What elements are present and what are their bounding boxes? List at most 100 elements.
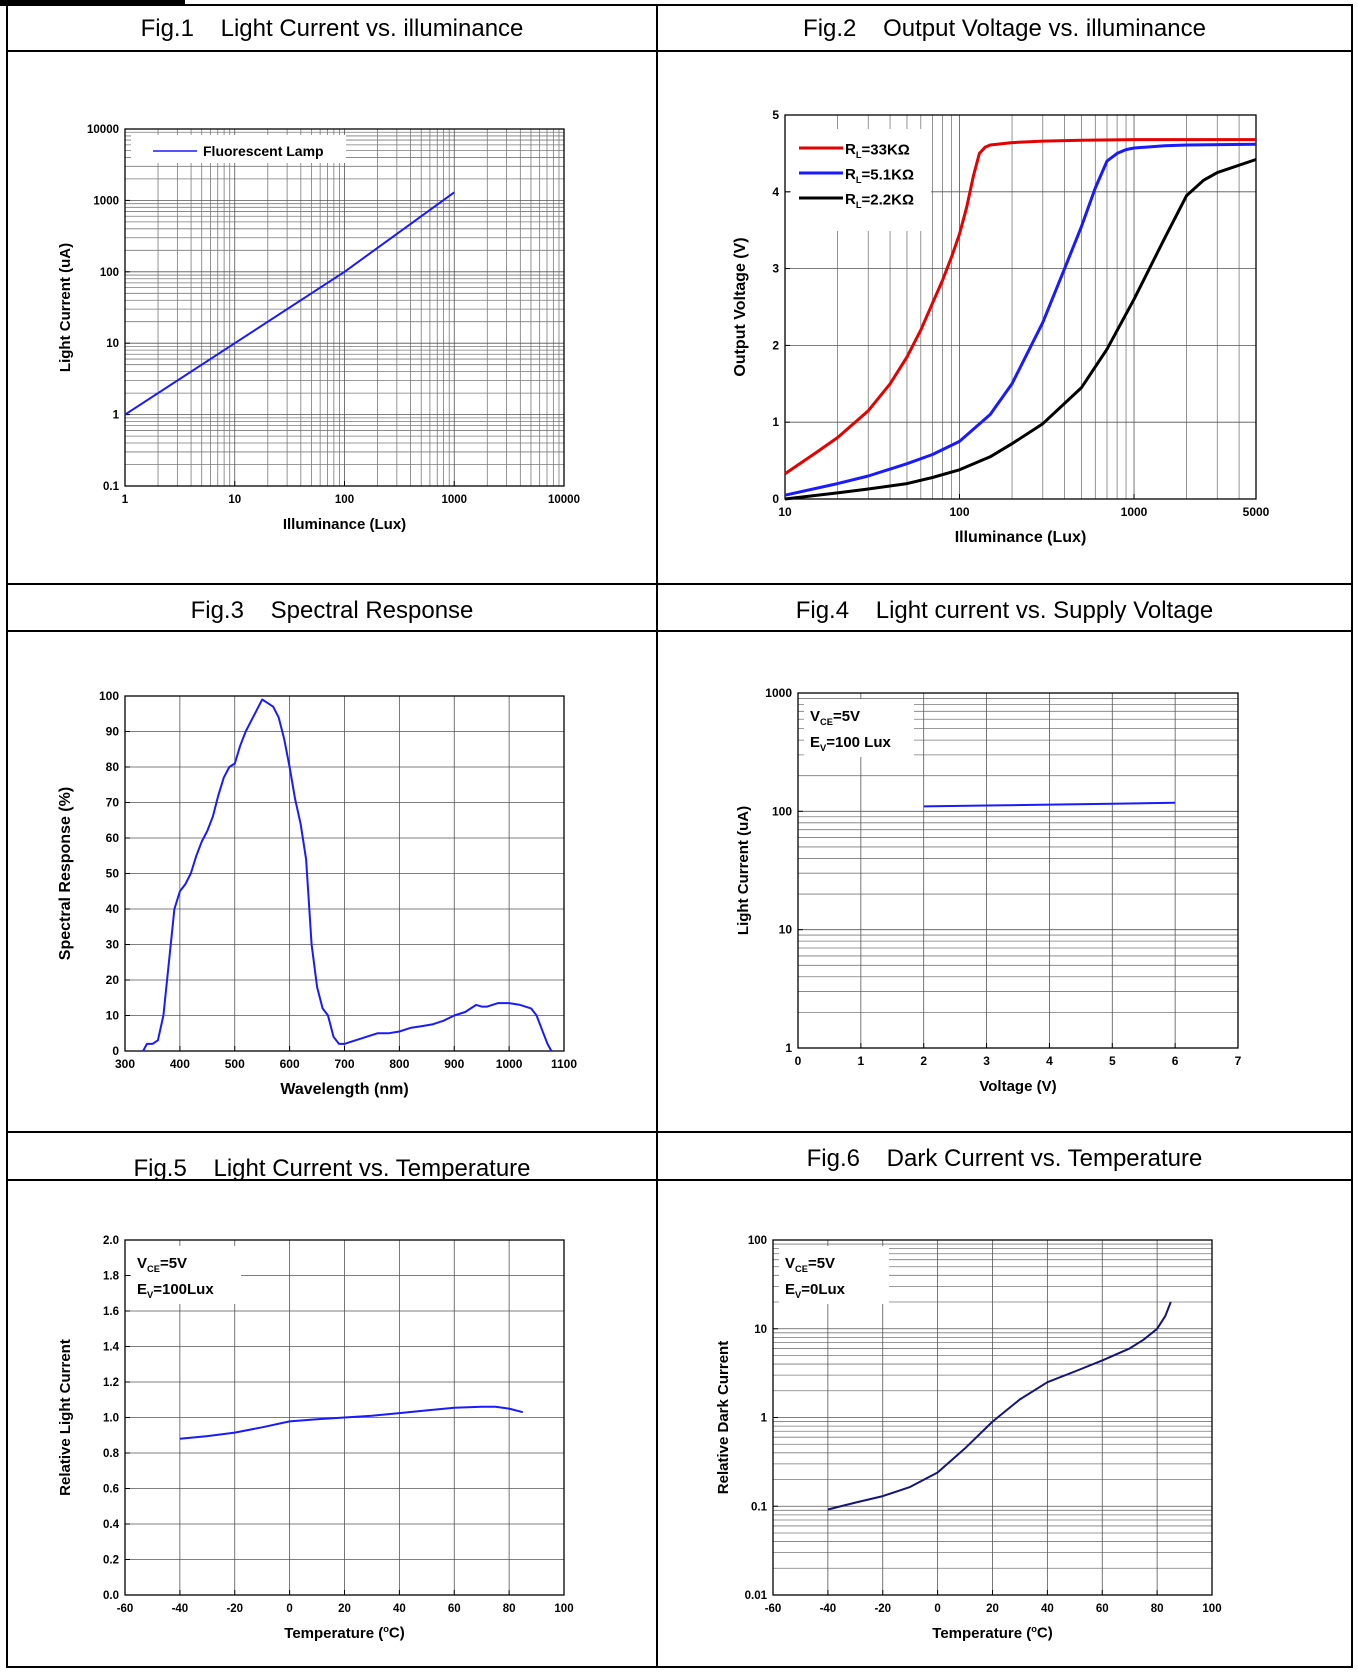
table-divider-4 [6, 1131, 1353, 1133]
fig2-y-tick-label: 0 [772, 492, 779, 506]
fig1-y-tick-label: 10000 [87, 124, 119, 136]
fig3-x-tick-label: 600 [280, 1057, 300, 1071]
fig3-y-tick-label: 0 [112, 1044, 119, 1058]
fig5-caption: Fig.5 Light Current vs. Temperature [133, 1155, 531, 1182]
fig3-x-tick-label: 1000 [496, 1057, 523, 1071]
fig1-y-tick-label: 0.1 [103, 481, 120, 493]
fig3-y-tick-label: 80 [106, 760, 120, 774]
fig5-y-tick-label: 0.6 [103, 1484, 119, 1496]
fig4-series-line [923, 801, 1176, 808]
fig6-x-tick-label: -20 [874, 1603, 891, 1615]
fig6-series-line [827, 1301, 1172, 1511]
fig1-chart: 1 10 100 1000 100000.1110100100010000Illumin… [57, 124, 580, 533]
fig4-y-tick-label: 1000 [765, 686, 792, 700]
fig5-x-tick-label: 80 [503, 1603, 516, 1615]
fig6-x-tick-label: 0 [934, 1603, 940, 1615]
fig2-legend-label: RL=2.2KΩ [845, 191, 914, 210]
fig3-x-tick-label: 1100 [551, 1057, 577, 1071]
fig6-annotation-bg [779, 1246, 889, 1304]
fig4-x-tick-label: 3 [983, 1054, 990, 1068]
fig5-x-tick-label: 100 [554, 1603, 573, 1615]
fig6-x-axis-label: Temperature (oC) [932, 1624, 1052, 1642]
fig5-y-tick-label: 1.6 [103, 1306, 119, 1318]
fig6-caption: Fig.6 Dark Current vs. Temperature [806, 1145, 1203, 1172]
fig4-y-tick-label: 100 [772, 804, 792, 818]
fig3-y-tick-label: 70 [106, 796, 120, 810]
fig6-y-axis-label: Relative Dark Current [715, 1341, 732, 1494]
fig3-x-tick-label: 500 [225, 1057, 245, 1071]
fig2-plot-frame [784, 114, 1257, 500]
table-divider-3 [6, 630, 1353, 632]
fig6-x-tick-label: 100 [1202, 1603, 1221, 1615]
fig1-x-tick-label: 1 [122, 494, 129, 506]
fig5-y-tick-label: 0.4 [103, 1519, 120, 1531]
fig4-x-tick-label: 4 [1046, 1054, 1053, 1068]
fig1-y-tick-label: 1000 [93, 195, 119, 207]
fig5-annotation-line: EV=100Lux [137, 1281, 214, 1300]
fig3-y-tick-label: 40 [106, 902, 120, 916]
fig5-y-tick-label: 0.0 [103, 1590, 119, 1602]
fig5-y-tick-label: 1.8 [103, 1271, 120, 1283]
fig6-annotation-line: EV=0Lux [785, 1281, 846, 1300]
fig3-x-tick-label: 700 [334, 1057, 354, 1071]
fig3-x-tick-label: 900 [444, 1057, 464, 1071]
fig2-x-tick-label: 100 [949, 505, 969, 519]
fig1-grid [124, 128, 565, 487]
fig1-y-axis-label: Light Current (uA) [57, 243, 74, 372]
fig2-y-tick-label: 2 [772, 338, 779, 352]
fig5-x-tick-label: 0 [286, 1603, 292, 1615]
fig3-y-tick-label: 30 [106, 938, 120, 952]
fig1-x-tick-label: 100 [335, 494, 354, 506]
table-divider-5 [6, 1179, 1353, 1181]
fig6-x-tick-label: 80 [1151, 1603, 1164, 1615]
fig1-y-tick-label: 100 [100, 267, 119, 279]
fig4-annotation-line: EV=100 Lux [810, 734, 891, 753]
fig3-series-line [142, 698, 553, 1052]
fig5-y-tick-label: 1.4 [103, 1342, 120, 1354]
fig4-y-tick-label: 10 [779, 923, 793, 937]
fig2-x-tick-label: 5000 [1243, 505, 1270, 519]
fig6-x-tick-label: -60 [765, 1603, 782, 1615]
fig4-annotation-bg [804, 699, 914, 757]
fig3-y-tick-label: 10 [106, 1009, 120, 1023]
fig1-legend-label: Fluorescent Lamp [203, 143, 324, 159]
fig5-y-tick-label: 2.0 [103, 1235, 119, 1247]
fig2-chart: 10 100 1000 5000 0 1 2 3 4 5 Illuminance (Lux) Outp… [732, 108, 1270, 546]
fig3-y-tick-label: 60 [106, 831, 120, 845]
fig2-caption: Fig.2 Output Voltage vs. illuminance [803, 15, 1206, 42]
fig1-series-line [124, 191, 455, 416]
fig6-y-tick-label: 0.1 [751, 1501, 768, 1513]
fig4-x-tick-label: 1 [858, 1054, 865, 1068]
fig5-x-tick-label: -60 [117, 1603, 134, 1615]
fig6-y-tick-label: 10 [754, 1324, 767, 1336]
fig5-y-tick-label: 1.2 [103, 1377, 119, 1389]
fig4-y-axis-label: Light Current (uA) [735, 806, 752, 935]
fig2-x-tick-label: 10 [778, 505, 792, 519]
fig5-y-tick-label: 0.2 [103, 1555, 119, 1567]
fig6-x-tick-label: 60 [1096, 1603, 1109, 1615]
fig4-plot-frame [797, 692, 1239, 1049]
fig3-x-tick-label: 400 [170, 1057, 190, 1071]
fig5-y-tick-label: 0.8 [103, 1448, 120, 1460]
fig6-annotation-line: VCE=5V [785, 1255, 835, 1274]
fig1-x-tick-label: 1000 [441, 494, 467, 506]
fig4-x-tick-label: 0 [795, 1054, 802, 1068]
fig5-x-tick-label: 60 [448, 1603, 461, 1615]
fig2-y-tick-label: 3 [772, 262, 779, 276]
fig2-x-axis-label: Illuminance (Lux) [955, 529, 1087, 546]
fig5-series-line [179, 1405, 524, 1440]
table-divider-2 [6, 583, 1353, 585]
fig2-legend-label: RL=33KΩ [845, 141, 910, 160]
fig4-annotation-line: VCE=5V [810, 708, 860, 727]
fig5-x-axis-label: Temperature (oC) [284, 1624, 404, 1642]
fig6-y-tick-label: 1 [761, 1413, 768, 1425]
fig1-x-tick-label: 10000 [548, 494, 580, 506]
fig5-y-tick-label: 1.0 [103, 1413, 119, 1425]
fig4-caption: Fig.4 Light current vs. Supply Voltage [795, 597, 1214, 624]
fig1-x-tick-label: 10 [228, 494, 241, 506]
fig1-x-axis-label: Illuminance (Lux) [283, 516, 406, 533]
fig3-x-tick-label: 300 [115, 1057, 135, 1071]
fig2-y-tick-label: 4 [772, 185, 779, 199]
fig5-annotation-line: VCE=5V [137, 1255, 187, 1274]
